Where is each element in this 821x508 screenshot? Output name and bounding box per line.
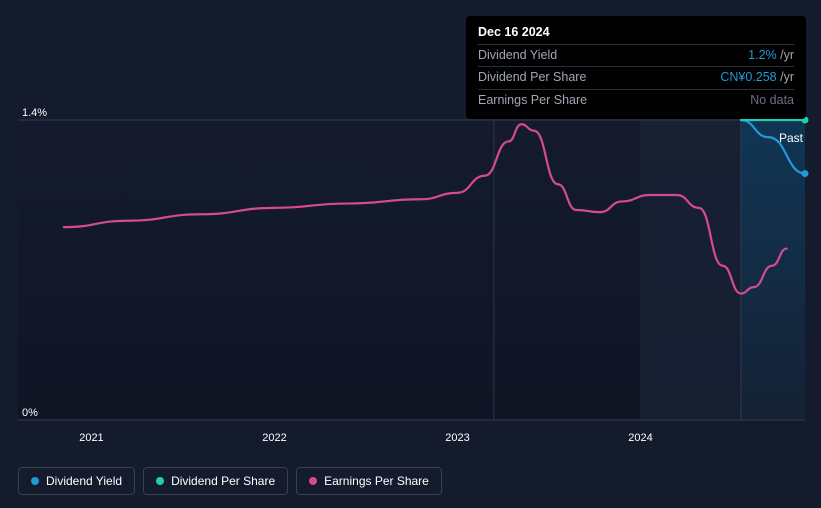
tooltip-label: Dividend Yield [478, 47, 557, 65]
legend-item-earnings-per-share[interactable]: Earnings Per Share [296, 467, 442, 495]
legend-label: Dividend Yield [46, 474, 122, 488]
tooltip-row: Dividend Per Share CN¥0.258 /yr [478, 66, 794, 89]
tooltip-label: Earnings Per Share [478, 92, 587, 110]
legend-dot-icon [156, 477, 164, 485]
tooltip-date: Dec 16 2024 [478, 24, 794, 42]
dividend-chart: 1.4% 0% 2021 2022 2023 2024 Past Dec 16 … [0, 0, 821, 508]
tooltip-value: No data [750, 92, 794, 110]
legend-dot-icon [309, 477, 317, 485]
tooltip-value: CN¥0.258 /yr [720, 69, 794, 87]
past-label: Past [779, 131, 803, 145]
y-axis-label-max: 1.4% [22, 107, 47, 119]
tooltip-row: Earnings Per Share No data [478, 89, 794, 112]
legend-label: Dividend Per Share [171, 474, 275, 488]
tooltip-label: Dividend Per Share [478, 69, 586, 87]
legend-label: Earnings Per Share [324, 474, 429, 488]
x-axis-label: 2022 [262, 432, 286, 444]
chart-legend: Dividend Yield Dividend Per Share Earnin… [18, 467, 442, 495]
x-axis-label: 2024 [628, 432, 652, 444]
legend-dot-icon [31, 477, 39, 485]
chart-tooltip: Dec 16 2024 Dividend Yield 1.2% /yr Divi… [466, 16, 806, 119]
x-axis-label: 2023 [445, 432, 469, 444]
legend-item-dividend-yield[interactable]: Dividend Yield [18, 467, 135, 495]
x-axis-label: 2021 [79, 432, 103, 444]
y-axis-label-min: 0% [22, 407, 38, 419]
tooltip-row: Dividend Yield 1.2% /yr [478, 44, 794, 67]
tooltip-value: 1.2% /yr [748, 47, 794, 65]
legend-item-dividend-per-share[interactable]: Dividend Per Share [143, 467, 288, 495]
